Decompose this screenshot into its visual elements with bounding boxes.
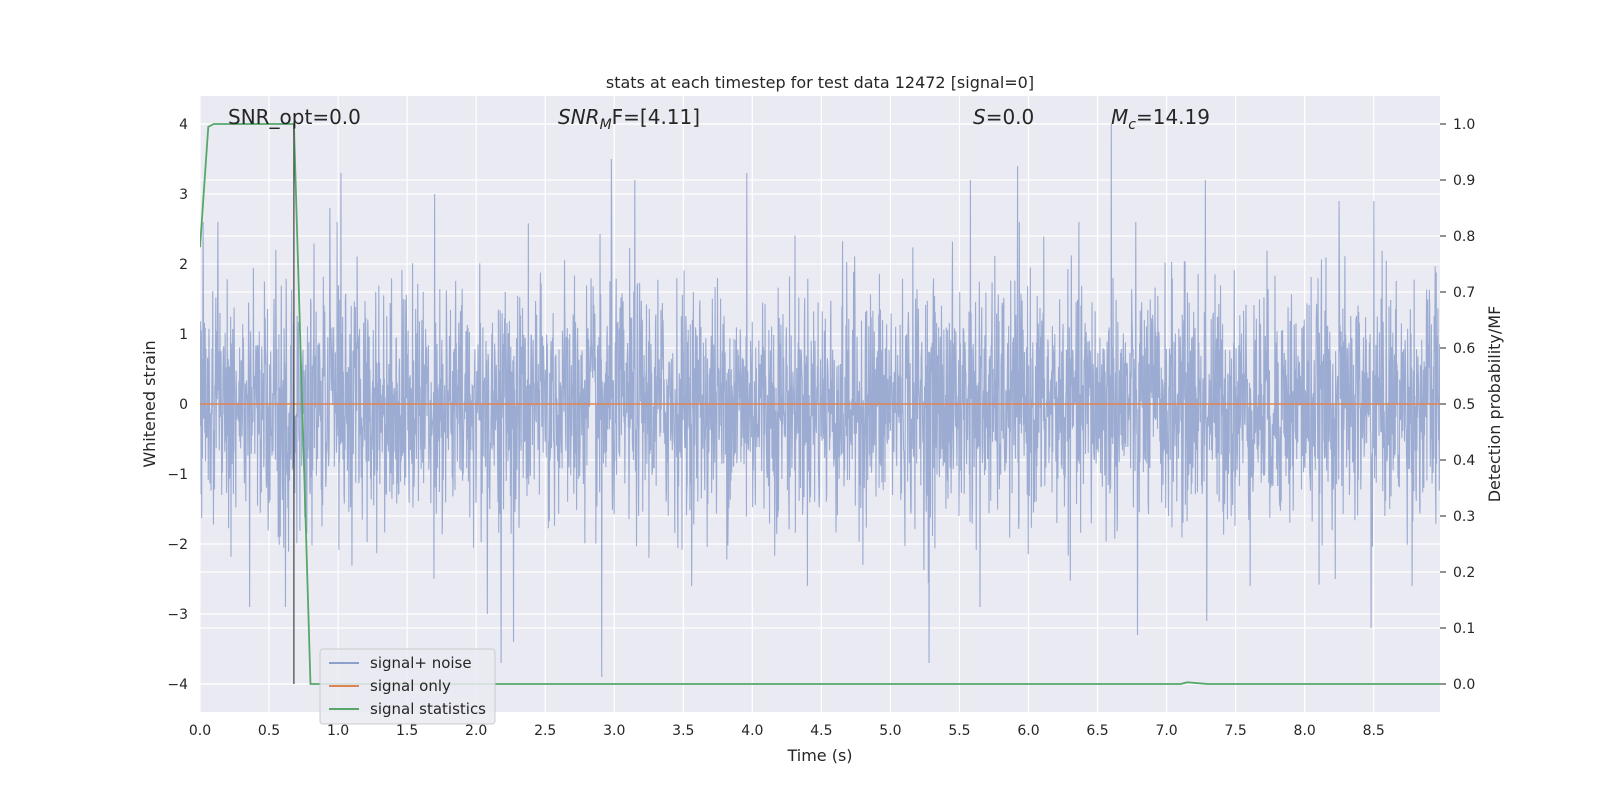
y-tick-label-right: 0.6 [1453, 341, 1475, 357]
legend-box [319, 648, 496, 725]
annotation-snr-mf: SNRMF=[4.11] [558, 105, 700, 133]
y-tick-label-right: 0.3 [1453, 509, 1475, 525]
y-tick-label-right: 0.4 [1453, 453, 1475, 469]
y-tick-label-left: −3 [167, 607, 188, 623]
y-tick-label-right: 0.7 [1453, 285, 1475, 301]
x-tick-label: 0.0 [189, 723, 211, 739]
y-tick-label-right: 0.5 [1453, 397, 1475, 413]
x-tick-label: 1.5 [396, 723, 418, 739]
y-tick-label-right: 0.2 [1453, 565, 1475, 581]
x-tick-label: 6.0 [1017, 723, 1039, 739]
annotation-s-stat-tail: =0.0 [986, 105, 1035, 129]
annotation-chirp-mass-main: M [1111, 105, 1128, 129]
x-tick-label: 4.5 [810, 723, 832, 739]
y-tick-label-left: 3 [179, 187, 188, 203]
axis-ticks: 0.0 0.5 1.0 1.5 2.0 2.5 3.0 3.5 4.0 4.5 5.0 5.5 6.0 6… [167, 117, 1475, 739]
y-tick-label-left: 0 [179, 397, 188, 413]
y-axis-label-left: Whitened strain [140, 340, 159, 467]
annotation-s-stat-main: S [973, 105, 986, 129]
x-tick-label: 8.5 [1363, 723, 1385, 739]
y-axis-label-right: Detection probability/MF [1485, 306, 1504, 503]
x-axis-label: Time (s) [786, 746, 852, 765]
x-tick-label: 2.0 [465, 723, 487, 739]
y-tick-label-right: 1.0 [1453, 117, 1475, 133]
x-tick-label: 0.5 [258, 723, 280, 739]
y-tick-label-left: −2 [167, 537, 188, 553]
x-tick-label: 3.0 [603, 723, 625, 739]
y-tick-label-left: −4 [167, 677, 188, 693]
y-tick-label-right: 0.8 [1453, 229, 1475, 245]
x-tick-label: 5.0 [879, 723, 901, 739]
y-tick-label-left: 2 [179, 257, 188, 273]
annotation-s-stat: S=0.0 [973, 105, 1034, 129]
y-tick-label-right: 0.9 [1453, 173, 1475, 189]
legend-label-signal-noise: signal+ noise [370, 654, 472, 672]
x-tick-label: 2.5 [534, 723, 556, 739]
legend-label-signal-statistics: signal statistics [370, 700, 486, 718]
y-tick-label-right: 0.0 [1453, 677, 1475, 693]
x-tick-label: 4.0 [741, 723, 763, 739]
legend-label-signal-only: signal only [370, 677, 451, 695]
x-tick-label: 7.0 [1155, 723, 1177, 739]
series-signal-noise [200, 123, 1440, 678]
y-tick-label-left: 4 [179, 117, 188, 133]
legend: signal+ noise signal only signal statist… [319, 648, 496, 725]
y-tick-label-left: 1 [179, 327, 188, 343]
x-tick-label: 3.5 [672, 723, 694, 739]
x-tick-label: 7.5 [1225, 723, 1247, 739]
x-tick-label: 5.5 [948, 723, 970, 739]
x-tick-label: 1.0 [327, 723, 349, 739]
y-tick-label-right: 0.1 [1453, 621, 1475, 637]
annotation-chirp-mass-tail: =14.19 [1136, 105, 1210, 129]
annotation-snr-mf-main: SNR [558, 105, 600, 129]
chart-title: stats at each timestep for test data 124… [606, 73, 1034, 92]
annotation-snr-opt: SNR_opt=0.0 [228, 105, 361, 129]
annotation-chirp-mass: Mc=14.19 [1111, 105, 1210, 133]
x-tick-label: 8.0 [1294, 723, 1316, 739]
y-tick-label-left: −1 [167, 467, 188, 483]
annotation-chirp-mass-sub: c [1128, 117, 1136, 133]
annotation-snr-mf-sub: M [600, 117, 612, 133]
annotation-snr-mf-tail: F=[4.11] [612, 105, 700, 129]
x-tick-label: 6.5 [1086, 723, 1108, 739]
